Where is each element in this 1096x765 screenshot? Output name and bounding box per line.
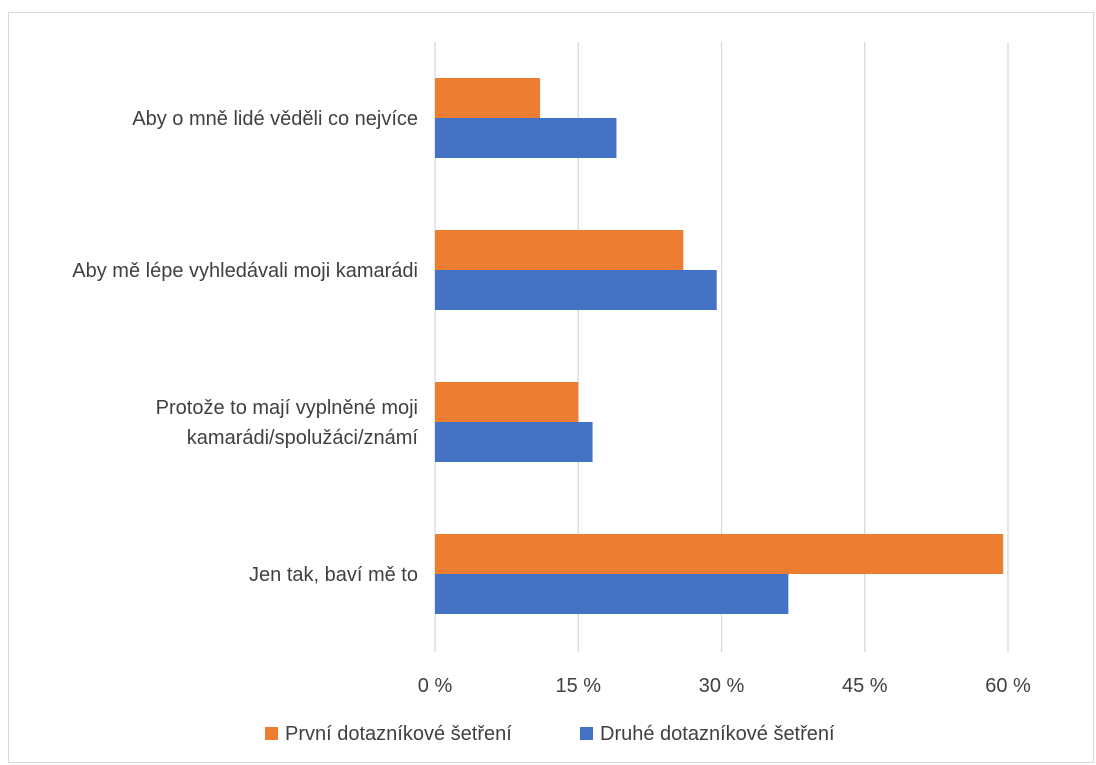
x-tick-label: 45 %	[842, 675, 888, 697]
legend-label: Druhé dotazníkové šetření	[600, 723, 835, 745]
bar	[435, 78, 541, 118]
bar	[435, 422, 593, 462]
bar	[435, 270, 717, 310]
legend: První dotazníkové šetření Druhé dotazníko…	[265, 723, 835, 745]
category-label: Jen tak, baví mě to	[249, 564, 418, 586]
bars	[435, 78, 1004, 614]
category-label: Aby o mně lidé věděli co nejvíce	[132, 108, 418, 130]
legend-swatch	[265, 727, 278, 740]
bar	[435, 534, 1004, 574]
bar	[435, 230, 684, 270]
x-tick-label: 0 %	[418, 675, 453, 697]
bar	[435, 118, 617, 158]
x-tick-label: 60 %	[985, 675, 1031, 697]
category-label: Protože to mají vyplněné moji	[156, 397, 418, 419]
category-labels: Aby o mně lidé věděli co nejvíce Aby mě l…	[72, 108, 418, 586]
bar	[435, 382, 579, 422]
x-tick-label: 30 %	[699, 675, 745, 697]
legend-swatch	[580, 727, 593, 740]
category-label: Aby mě lépe vyhledávali moji kamarádi	[72, 260, 418, 282]
bar	[435, 574, 789, 614]
x-tick-label: 15 %	[555, 675, 601, 697]
legend-label: První dotazníkové šetření	[285, 723, 512, 745]
x-tick-labels: 0 % 15 % 30 % 45 % 60 %	[418, 675, 1031, 697]
category-label: kamarádi/spolužáci/známí	[187, 427, 419, 449]
